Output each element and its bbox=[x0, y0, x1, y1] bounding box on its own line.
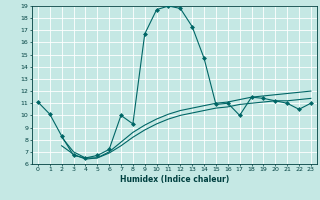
X-axis label: Humidex (Indice chaleur): Humidex (Indice chaleur) bbox=[120, 175, 229, 184]
